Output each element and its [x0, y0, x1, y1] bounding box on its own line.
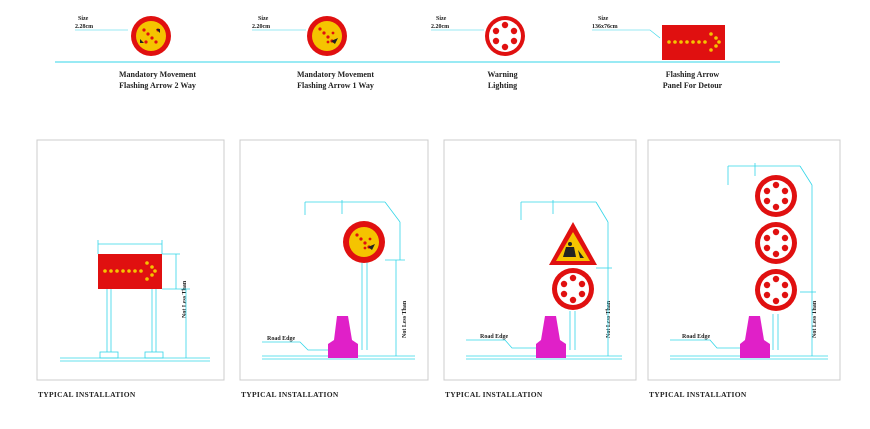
size-title-3: Size [436, 16, 447, 22]
caption-line1-3: Warning [487, 70, 518, 79]
road-edge-label-4: Road Edge [682, 334, 711, 340]
sign-one-way-icon [307, 16, 347, 56]
size-title-1: Size [78, 16, 89, 22]
panel-3-drawing [466, 200, 622, 360]
caption-line1-4: Flashing Arrow [665, 70, 720, 79]
size-value-3: 2.20cm [431, 24, 450, 30]
size-value-4: 136x76cm [592, 24, 618, 30]
size-title-4: Size [598, 16, 609, 22]
sign-two-way-icon [131, 16, 171, 56]
size-value-1: 2.28cm [75, 24, 94, 30]
caption-line1-1: Mandatory Movement [118, 70, 197, 79]
road-edge-label-2: Road Edge [267, 336, 296, 342]
caption-line1-2: Mandatory Movement [296, 70, 375, 79]
panel-2-drawing [262, 200, 415, 360]
panel-frames [36, 139, 841, 381]
caption-line2-2: Flashing Arrow 1 Way [297, 81, 374, 90]
panel-label-4: TYPICAL INSTALLATION [649, 390, 747, 399]
panel-1-drawing [60, 240, 210, 362]
caption-line2-3: Lighting [487, 81, 518, 90]
size-title-2: Size [258, 16, 269, 22]
caption-line2-4: Panel For Detour [662, 81, 723, 90]
panel-label-1: TYPICAL INSTALLATION [38, 390, 136, 399]
panel-label-2: TYPICAL INSTALLATION [241, 390, 339, 399]
panel-label-3: TYPICAL INSTALLATION [445, 390, 543, 399]
size-leaders [75, 29, 661, 39]
road-edge-label-3: Road Edge [480, 334, 509, 340]
sign-warning-lights-icon [485, 16, 525, 56]
panel-4-drawing [670, 163, 828, 360]
size-value-2: 2.20cm [252, 24, 271, 30]
caption-line2-1: Flashing Arrow 2 Way [119, 81, 196, 90]
sign-arrow-panel-icon [662, 25, 725, 60]
